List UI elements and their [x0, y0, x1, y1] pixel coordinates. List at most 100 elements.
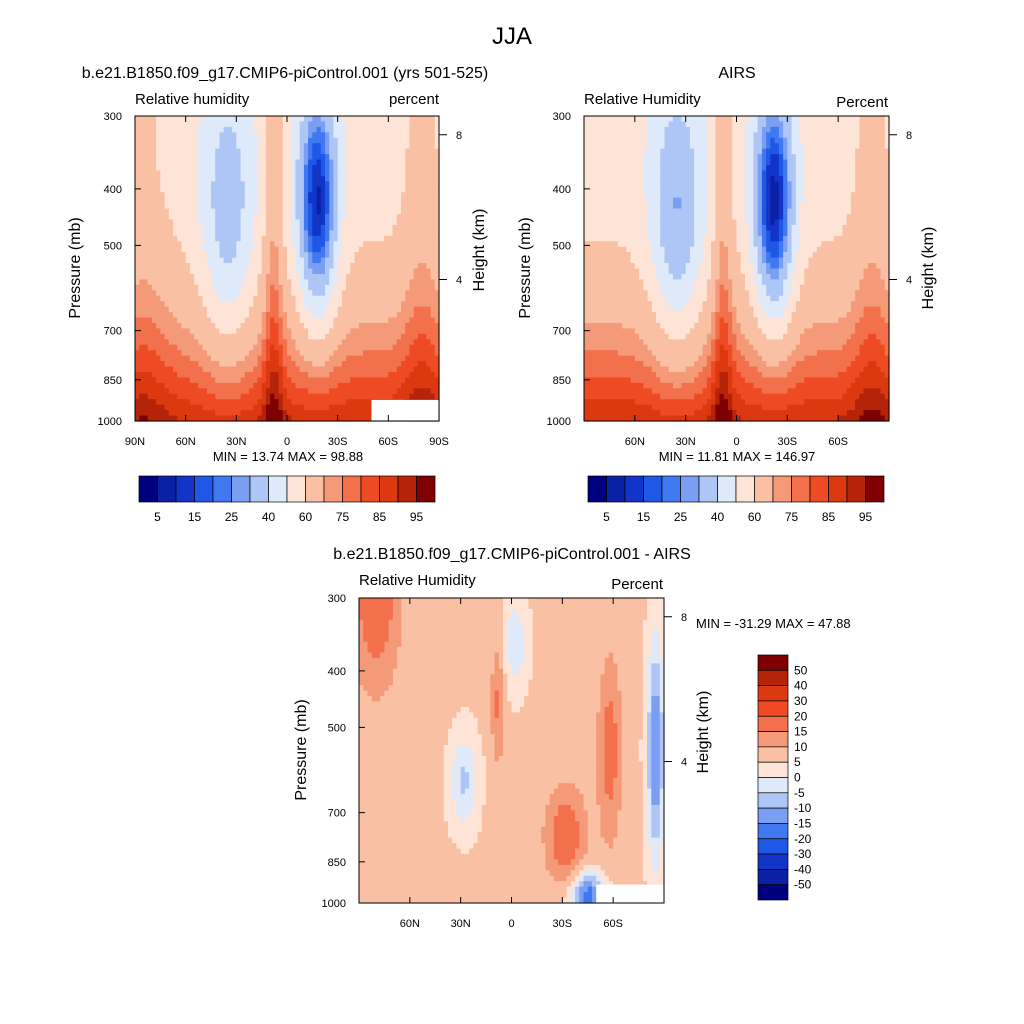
field-cell [660, 116, 666, 123]
field-cell [405, 121, 411, 128]
field-cell [211, 219, 216, 226]
field-cell [740, 148, 746, 155]
field-cell [392, 126, 398, 133]
field-cell [634, 159, 640, 166]
field-cell [333, 175, 339, 182]
field-cell [194, 116, 199, 123]
field-cell [685, 170, 691, 177]
field-cell [430, 263, 436, 270]
field-cell [211, 268, 216, 275]
field-cell [341, 312, 347, 319]
field-cell [227, 284, 233, 291]
field-cell [223, 382, 229, 389]
field-cell [143, 350, 149, 357]
field-cell [413, 181, 419, 188]
field-cell [392, 192, 398, 199]
field-cell [181, 339, 187, 346]
field-cell [189, 257, 195, 264]
field-cell [354, 279, 360, 286]
field-cell [189, 366, 195, 373]
field-cell [211, 214, 216, 221]
field-cell [240, 361, 246, 368]
field-cell [354, 175, 360, 182]
field-cell [227, 126, 233, 133]
field-cell [426, 116, 432, 123]
field-cell [392, 290, 398, 297]
field-cell [706, 121, 712, 128]
field-cell [181, 268, 187, 275]
field-cell [867, 126, 873, 133]
field-cell [736, 121, 742, 128]
field-cell [668, 143, 674, 150]
field-cell [139, 143, 145, 150]
field-cell [320, 181, 326, 188]
field-cell [367, 203, 373, 210]
field-cell [600, 132, 606, 139]
field-cell [223, 208, 229, 215]
field-cell [173, 230, 178, 237]
field-cell [825, 143, 831, 150]
field-cell [325, 214, 330, 221]
field-cell [177, 219, 183, 226]
field-cell [706, 126, 712, 133]
field-cell [270, 186, 275, 193]
field-cell [181, 116, 187, 123]
field-cell [282, 121, 288, 128]
field-cell [257, 312, 263, 319]
field-cell [592, 170, 598, 177]
field-cell [240, 121, 246, 128]
field-cell [156, 252, 161, 259]
field-cell [396, 170, 402, 177]
field-cell [367, 252, 373, 259]
field-cell [219, 279, 225, 286]
field-cell [147, 273, 153, 280]
field-cell [401, 393, 406, 400]
field-cell [282, 126, 288, 133]
field-cell [634, 116, 640, 123]
field-cell [181, 263, 187, 270]
field-cell [770, 132, 776, 139]
field-cell [143, 279, 149, 286]
field-cell [426, 312, 432, 319]
field-cell [295, 393, 301, 400]
field-cell [371, 137, 377, 144]
field-cell [384, 388, 389, 395]
field-cell [270, 366, 275, 373]
field-cell [413, 186, 419, 193]
field-cell [320, 399, 326, 406]
field-cell [265, 322, 271, 330]
field-cell [379, 273, 385, 280]
y-tick-label: 400 [104, 184, 122, 196]
field-cell [295, 295, 301, 302]
field-cell [434, 154, 440, 161]
field-cell [329, 219, 335, 226]
field-cell [388, 224, 394, 231]
field-cell [164, 170, 170, 177]
field-cell [215, 355, 221, 362]
field-cell [135, 328, 140, 335]
field-cell [592, 132, 598, 139]
field-cell [795, 165, 801, 172]
field-cell [274, 252, 280, 259]
field-cell [719, 148, 725, 155]
field-cell [664, 132, 670, 139]
field-cell [375, 159, 381, 166]
field-cell [299, 361, 305, 368]
field-cell [600, 159, 606, 166]
field-cell [139, 339, 145, 346]
field-cell [413, 252, 419, 259]
field-cell [363, 121, 368, 128]
field-cell [413, 312, 419, 319]
field-cell [236, 148, 242, 155]
field-cell [766, 143, 771, 150]
field-cell [295, 170, 301, 177]
field-cell [358, 126, 364, 133]
field-cell [299, 371, 305, 379]
field-cell [698, 116, 704, 123]
field-cell [379, 333, 385, 340]
field-cell [215, 165, 221, 172]
field-cell [396, 181, 402, 188]
field-cell [647, 137, 653, 144]
field-cell [337, 415, 343, 422]
field-cell [177, 361, 183, 368]
